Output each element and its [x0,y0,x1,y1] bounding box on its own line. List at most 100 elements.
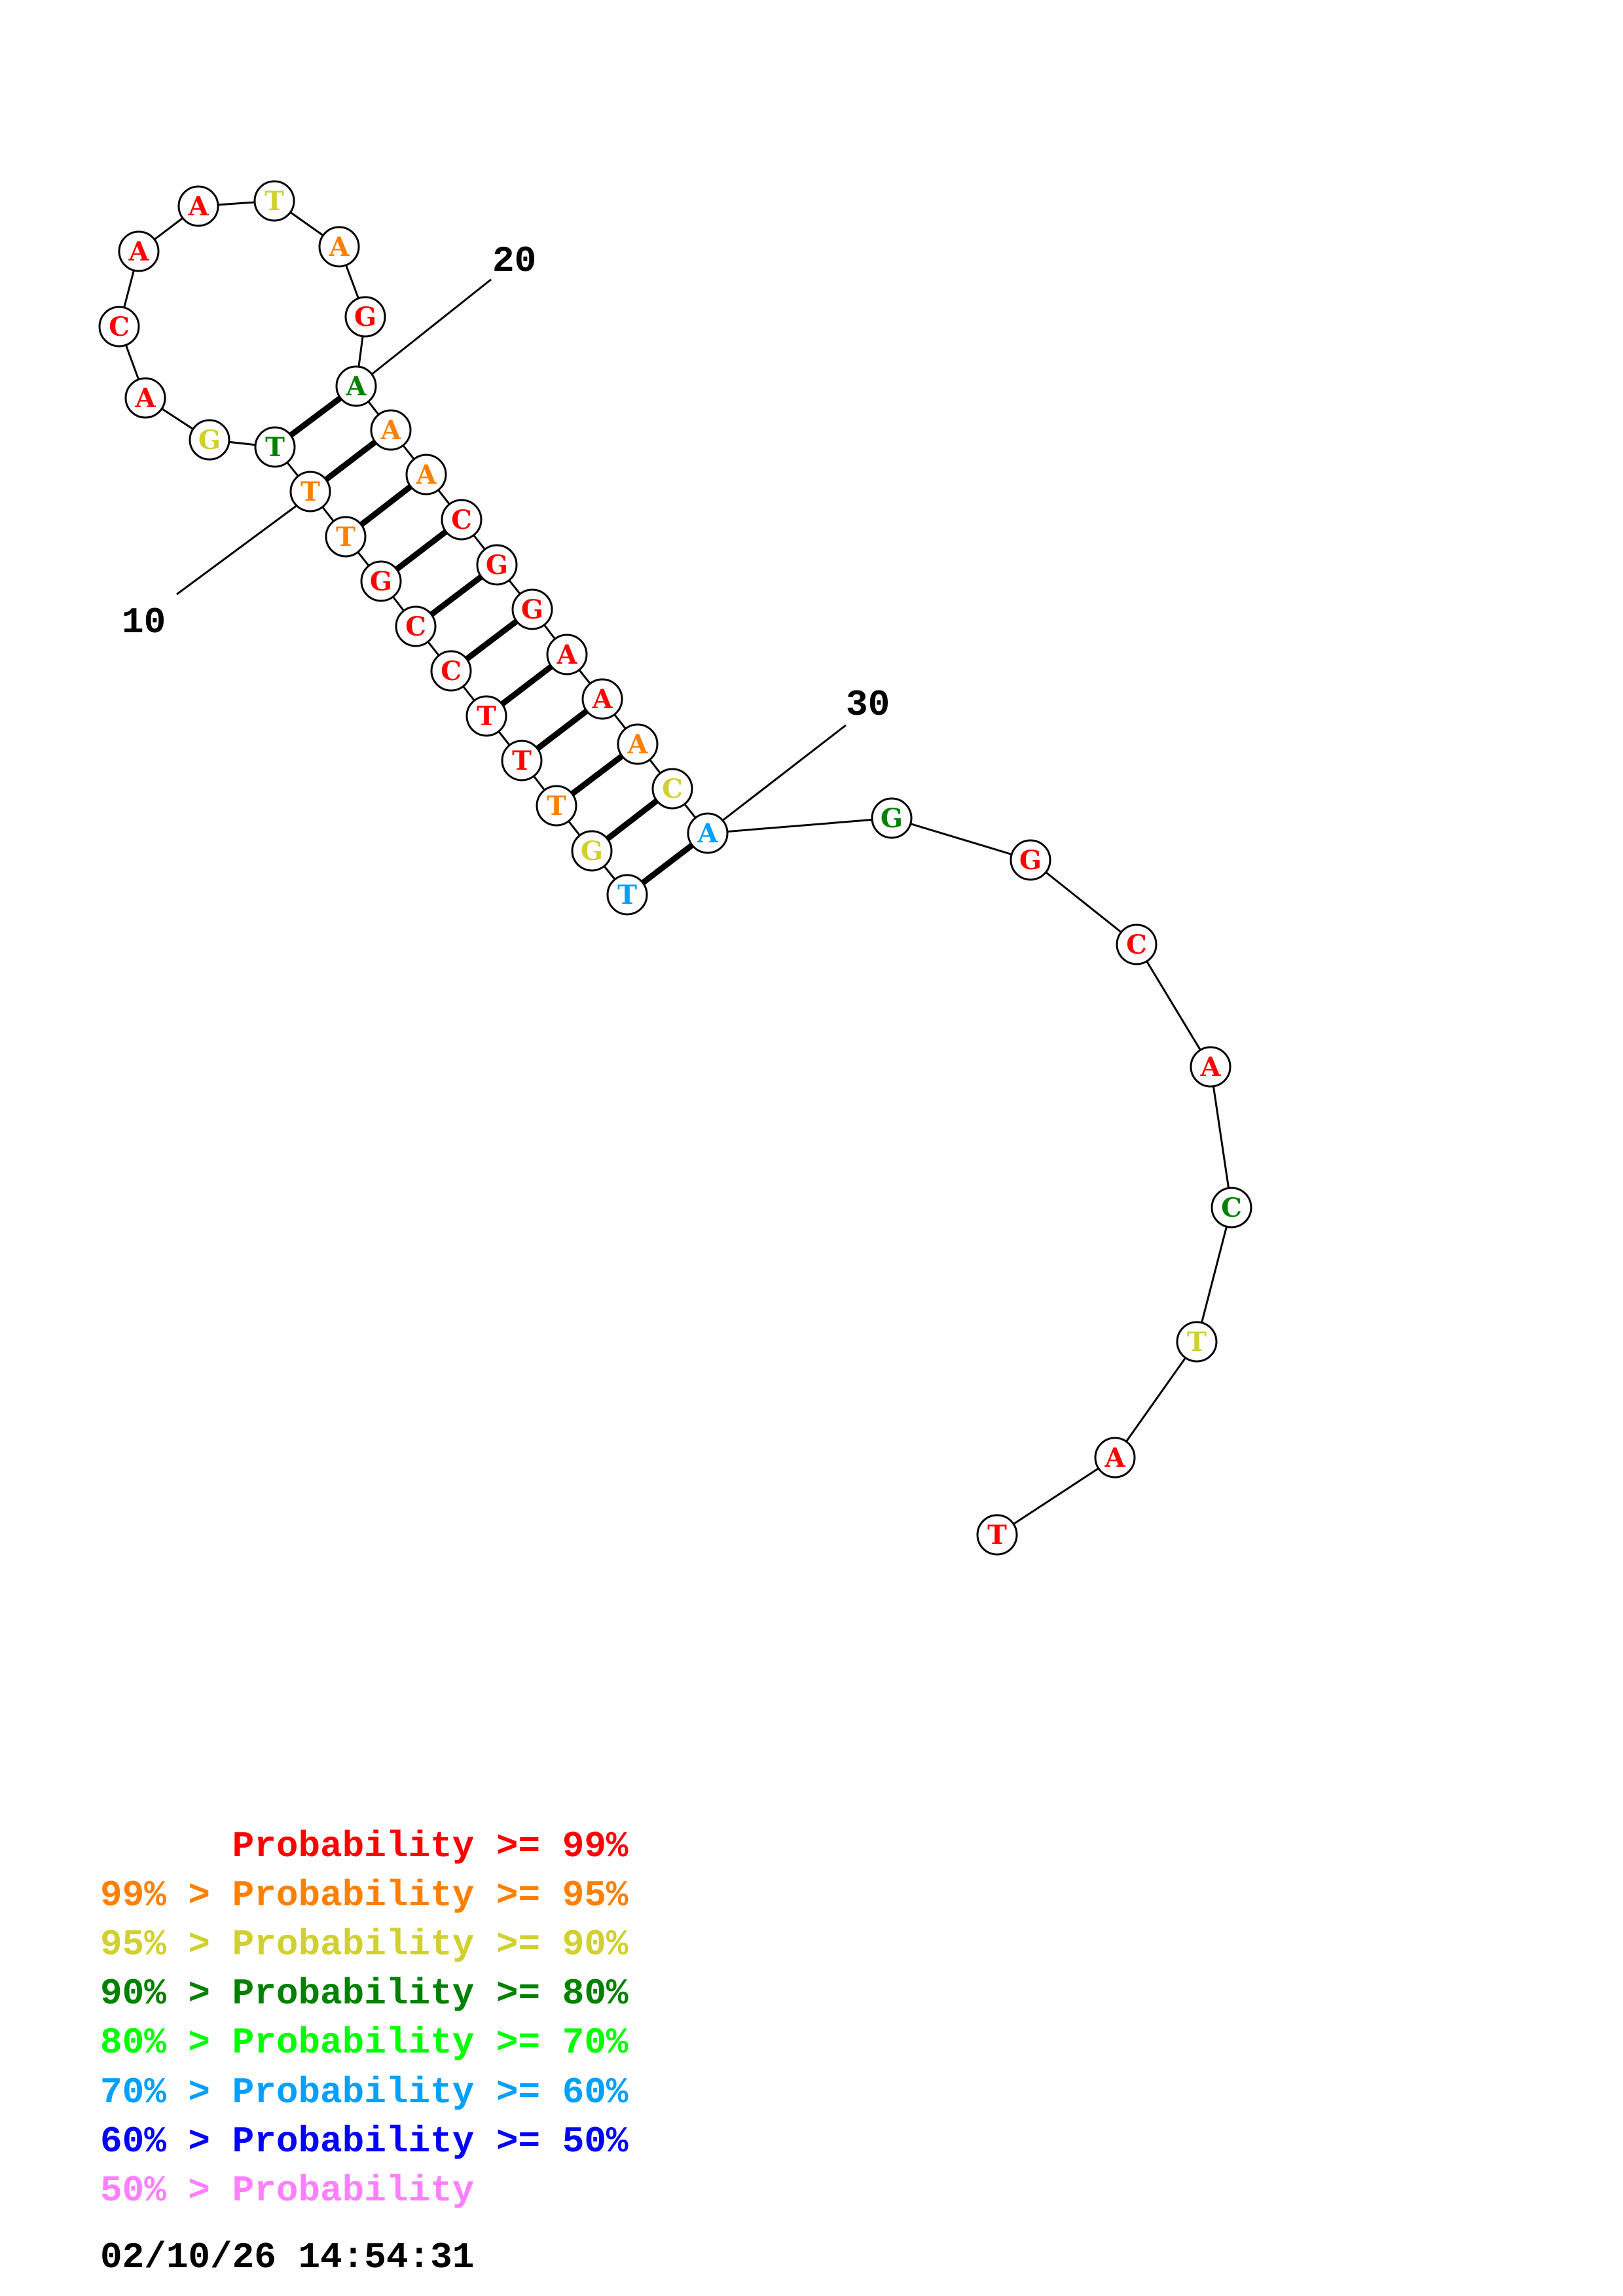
nucleotide-letter: T [512,745,532,776]
nucleotide-16: A [177,185,219,227]
base-pair-bond [605,798,659,842]
nucleotide-circle [289,471,331,512]
nucleotide-circle [189,419,230,461]
nucleotide-4: T [501,740,543,781]
nucleotide-24: G [476,544,518,586]
base-pair-bond [429,574,483,617]
nucleotide-30: A [687,812,729,854]
nucleotide-letter: C [1221,1193,1242,1223]
nucleotide-3: T [536,785,577,827]
nucleotide-circle [606,874,648,916]
index-tick-10 [176,496,308,596]
timestamp: 02/10/26 14:54:31 [100,2236,474,2278]
nucleotide-circle [501,740,543,781]
backbone-segment [1195,1207,1233,1342]
nucleotide-letter: A [1199,1052,1221,1083]
nucleotide-circle [511,588,553,630]
nucleotide-letter: C [441,656,462,687]
nucleotide-6: C [430,650,472,692]
nucleotide-circle [124,377,166,419]
nucleotide-circle [581,678,623,720]
nucleotide-circle [465,695,507,737]
nucleotide-20: A [335,365,377,407]
base-pair-bond [359,484,413,528]
backbone-segment [891,817,1031,861]
nucleotide-letter: G [370,566,392,597]
nucleotide-12: G [189,419,230,461]
base-pair-bond [465,619,519,662]
nucleotide-circle [344,296,386,338]
index-label-10: 10 [122,601,166,643]
nucleotide-18: A [318,226,360,268]
backbone-segment [1114,1341,1198,1458]
nucleotide-17: T [253,180,295,222]
nucleotide-letter: A [591,684,613,715]
nucleotide-circle [476,544,518,586]
legend-line-4: 90% > Probability >= 80% [100,1973,629,2015]
nucleotide-letter: T [547,791,566,821]
nucleotide-circle [536,785,577,827]
nucleotide-letter: C [109,312,130,342]
nucleotide-circle [360,560,402,602]
nucleotide-circle [254,426,296,468]
legend-line-3: 95% > Probability >= 90% [100,1924,629,1965]
nucleotide-letter: T [336,522,356,552]
base-pair-bond [395,529,448,572]
base-pair-lines [289,395,694,886]
nucleotide-circle [335,365,377,407]
nucleotide-circle [395,605,437,647]
nucleotide-26: A [546,634,588,675]
nucleotide-27: A [581,678,623,720]
nucleotide-circle [871,797,913,839]
nucleotide-10: T [289,471,331,512]
nucleotide-22: A [405,454,447,495]
nucleotide-letter: A [380,415,401,446]
legend-line-2: 99% > Probability >= 95% [100,1874,629,1916]
legend-line-5: 80% > Probability >= 70% [100,2022,629,2064]
nucleotide-circle [177,185,219,227]
nucleotide-23: C [441,499,483,541]
base-pair-bond [641,842,694,886]
index-ticks: 10 20 30 [122,240,890,831]
nucleotide-circle [651,768,693,810]
nucleotide-circle [325,516,367,558]
legend-line-7: 60% > Probability >= 50% [100,2121,629,2162]
nucleotide-34: A [1190,1046,1231,1088]
nucleotide-circle [1176,1321,1218,1363]
nucleotide-28: A [617,723,659,765]
probability-legend: Probability >= 99% 99% > Probability >= … [100,1825,629,2278]
nucleotide-circle [976,1514,1018,1556]
backbone-lines [118,200,1233,1536]
nucleotide-letter: C [662,774,683,804]
nucleotide-letter: G [1019,845,1042,876]
nucleotide-38: T [976,1514,1018,1556]
nucleotide-35: C [1211,1187,1252,1229]
nucleotide-letter: A [556,639,577,670]
nucleotide-letter: A [697,818,718,849]
nucleotide-8: G [360,560,402,602]
nucleotide-letter: G [354,302,376,332]
nucleotide-circle [98,306,140,348]
legend-line-1: Probability >= 99% [100,1825,629,1867]
nucleotide-letter: A [134,383,156,414]
nucleotide-33: C [1116,924,1158,965]
nucleotide-letter: T [264,186,284,217]
backbone-segment [707,817,892,834]
nucleotide-circle [1094,1437,1136,1479]
nucleotide-32: G [1010,839,1051,881]
base-pair-bond [289,395,342,438]
nucleotide-circle [253,180,295,222]
nucleotide-11: T [254,426,296,468]
nucleotide-letter: G [581,836,603,867]
nucleotide-13: A [124,377,166,419]
nucleotide-circle [430,650,472,692]
base-pair-bond [324,439,377,482]
nucleotide-letter: T [1187,1327,1207,1357]
index-label-20: 20 [492,240,536,282]
base-pair-bond [570,753,624,797]
nucleotide-circle [1010,839,1051,881]
legend-line-6: 70% > Probability >= 60% [100,2072,629,2113]
backbone-segment [1135,944,1212,1067]
nucleotide-31: G [871,797,913,839]
